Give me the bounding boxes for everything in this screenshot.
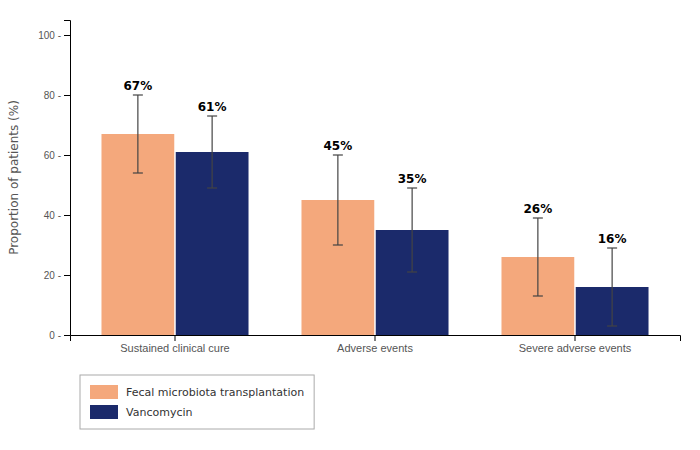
plot: 0 - 20 - 40 - 60 - 80 - 100 - Sustained clinic… bbox=[38, 21, 680, 354]
error-bar bbox=[133, 95, 143, 173]
legend-item: Fecal microbiota transplantation bbox=[90, 385, 304, 399]
y-tick-mark bbox=[64, 155, 70, 156]
x-tick: Adverse events bbox=[337, 335, 413, 354]
error-bar-stem bbox=[612, 248, 613, 326]
error-bar-cap bbox=[133, 172, 143, 173]
data-label: 45% bbox=[324, 139, 353, 153]
data-label: 35% bbox=[398, 172, 427, 186]
y-tick: 40 - bbox=[44, 210, 70, 221]
data-label: 16% bbox=[598, 232, 627, 246]
data-label: 26% bbox=[524, 202, 553, 216]
marks bbox=[101, 95, 648, 335]
legend: Fecal microbiota transplantation Vancomyc… bbox=[80, 375, 314, 429]
error-bar-cap bbox=[533, 295, 543, 296]
data-labels: 67% 45% 26% 61% 35% 16% bbox=[124, 79, 627, 246]
error-bar bbox=[333, 155, 343, 245]
y-tick-mark bbox=[64, 215, 70, 216]
error-bar-cap bbox=[407, 187, 417, 188]
x-tick-mark bbox=[575, 335, 576, 341]
x-tick-label: Severe adverse events bbox=[519, 342, 632, 354]
series bbox=[176, 116, 649, 335]
error-bar bbox=[607, 248, 617, 326]
x-tick-mark bbox=[175, 335, 176, 341]
y-axis-line bbox=[64, 21, 71, 336]
error-bar-cap bbox=[607, 247, 617, 248]
error-bar-cap bbox=[133, 94, 143, 95]
data-label: 67% bbox=[124, 79, 153, 93]
y-tick-mark bbox=[64, 95, 70, 96]
legend-item: Vancomycin bbox=[90, 405, 192, 419]
legend-label: Vancomycin bbox=[126, 406, 192, 419]
legend-swatch bbox=[90, 385, 118, 399]
y-tick-mark bbox=[64, 275, 70, 276]
y-tick: 80 - bbox=[44, 90, 70, 101]
legend-swatch bbox=[90, 405, 118, 419]
x-tick: Sustained clinical cure bbox=[120, 335, 229, 354]
y-tick: 60 - bbox=[44, 150, 70, 161]
error-bar bbox=[533, 218, 543, 296]
y-tick: 20 - bbox=[44, 270, 70, 281]
error-bar-stem bbox=[137, 95, 138, 173]
error-bar-cap bbox=[333, 244, 343, 245]
error-bar-stem bbox=[337, 155, 338, 245]
y-tick-label: 20 - bbox=[44, 270, 61, 281]
error-bar-cap bbox=[533, 217, 543, 218]
error-bar-cap bbox=[207, 115, 217, 116]
legend-label: Fecal microbiota transplantation bbox=[126, 386, 304, 399]
y-tick: 100 - bbox=[38, 30, 70, 41]
chart: 0 - 20 - 40 - 60 - 80 - 100 - Sustained clinic… bbox=[0, 0, 700, 450]
error-bar-stem bbox=[537, 218, 538, 296]
x-tick-mark bbox=[375, 335, 376, 341]
y-axis: 0 - 20 - 40 - 60 - 80 - 100 - bbox=[38, 21, 70, 341]
error-bar-cap bbox=[333, 154, 343, 155]
x-axis: Sustained clinical cure Adverse events Sev… bbox=[71, 335, 681, 354]
error-bar-cap bbox=[207, 187, 217, 188]
error-bar-cap bbox=[407, 271, 417, 272]
y-tick-label: 80 - bbox=[44, 90, 61, 101]
x-tick: Severe adverse events bbox=[519, 335, 632, 354]
x-axis-line bbox=[71, 336, 681, 342]
series bbox=[101, 95, 574, 335]
x-tick-label: Sustained clinical cure bbox=[120, 342, 229, 354]
y-tick-mark bbox=[64, 335, 70, 336]
error-bar bbox=[407, 188, 417, 272]
y-tick: 0 - bbox=[49, 330, 70, 341]
error-bar bbox=[207, 116, 217, 188]
y-axis-title: Proportion of patients (%) bbox=[7, 100, 21, 255]
error-bar-cap bbox=[607, 325, 617, 326]
data-label: 61% bbox=[198, 100, 227, 114]
y-tick-label: 60 - bbox=[44, 150, 61, 161]
y-tick-label: 40 - bbox=[44, 210, 61, 221]
x-tick-label: Adverse events bbox=[337, 342, 413, 354]
y-tick-label: 0 - bbox=[49, 330, 61, 341]
y-tick-label: 100 - bbox=[38, 30, 61, 41]
legend-box bbox=[80, 375, 314, 429]
error-bar-stem bbox=[212, 116, 213, 188]
error-bar-stem bbox=[412, 188, 413, 272]
y-tick-mark bbox=[64, 35, 70, 36]
